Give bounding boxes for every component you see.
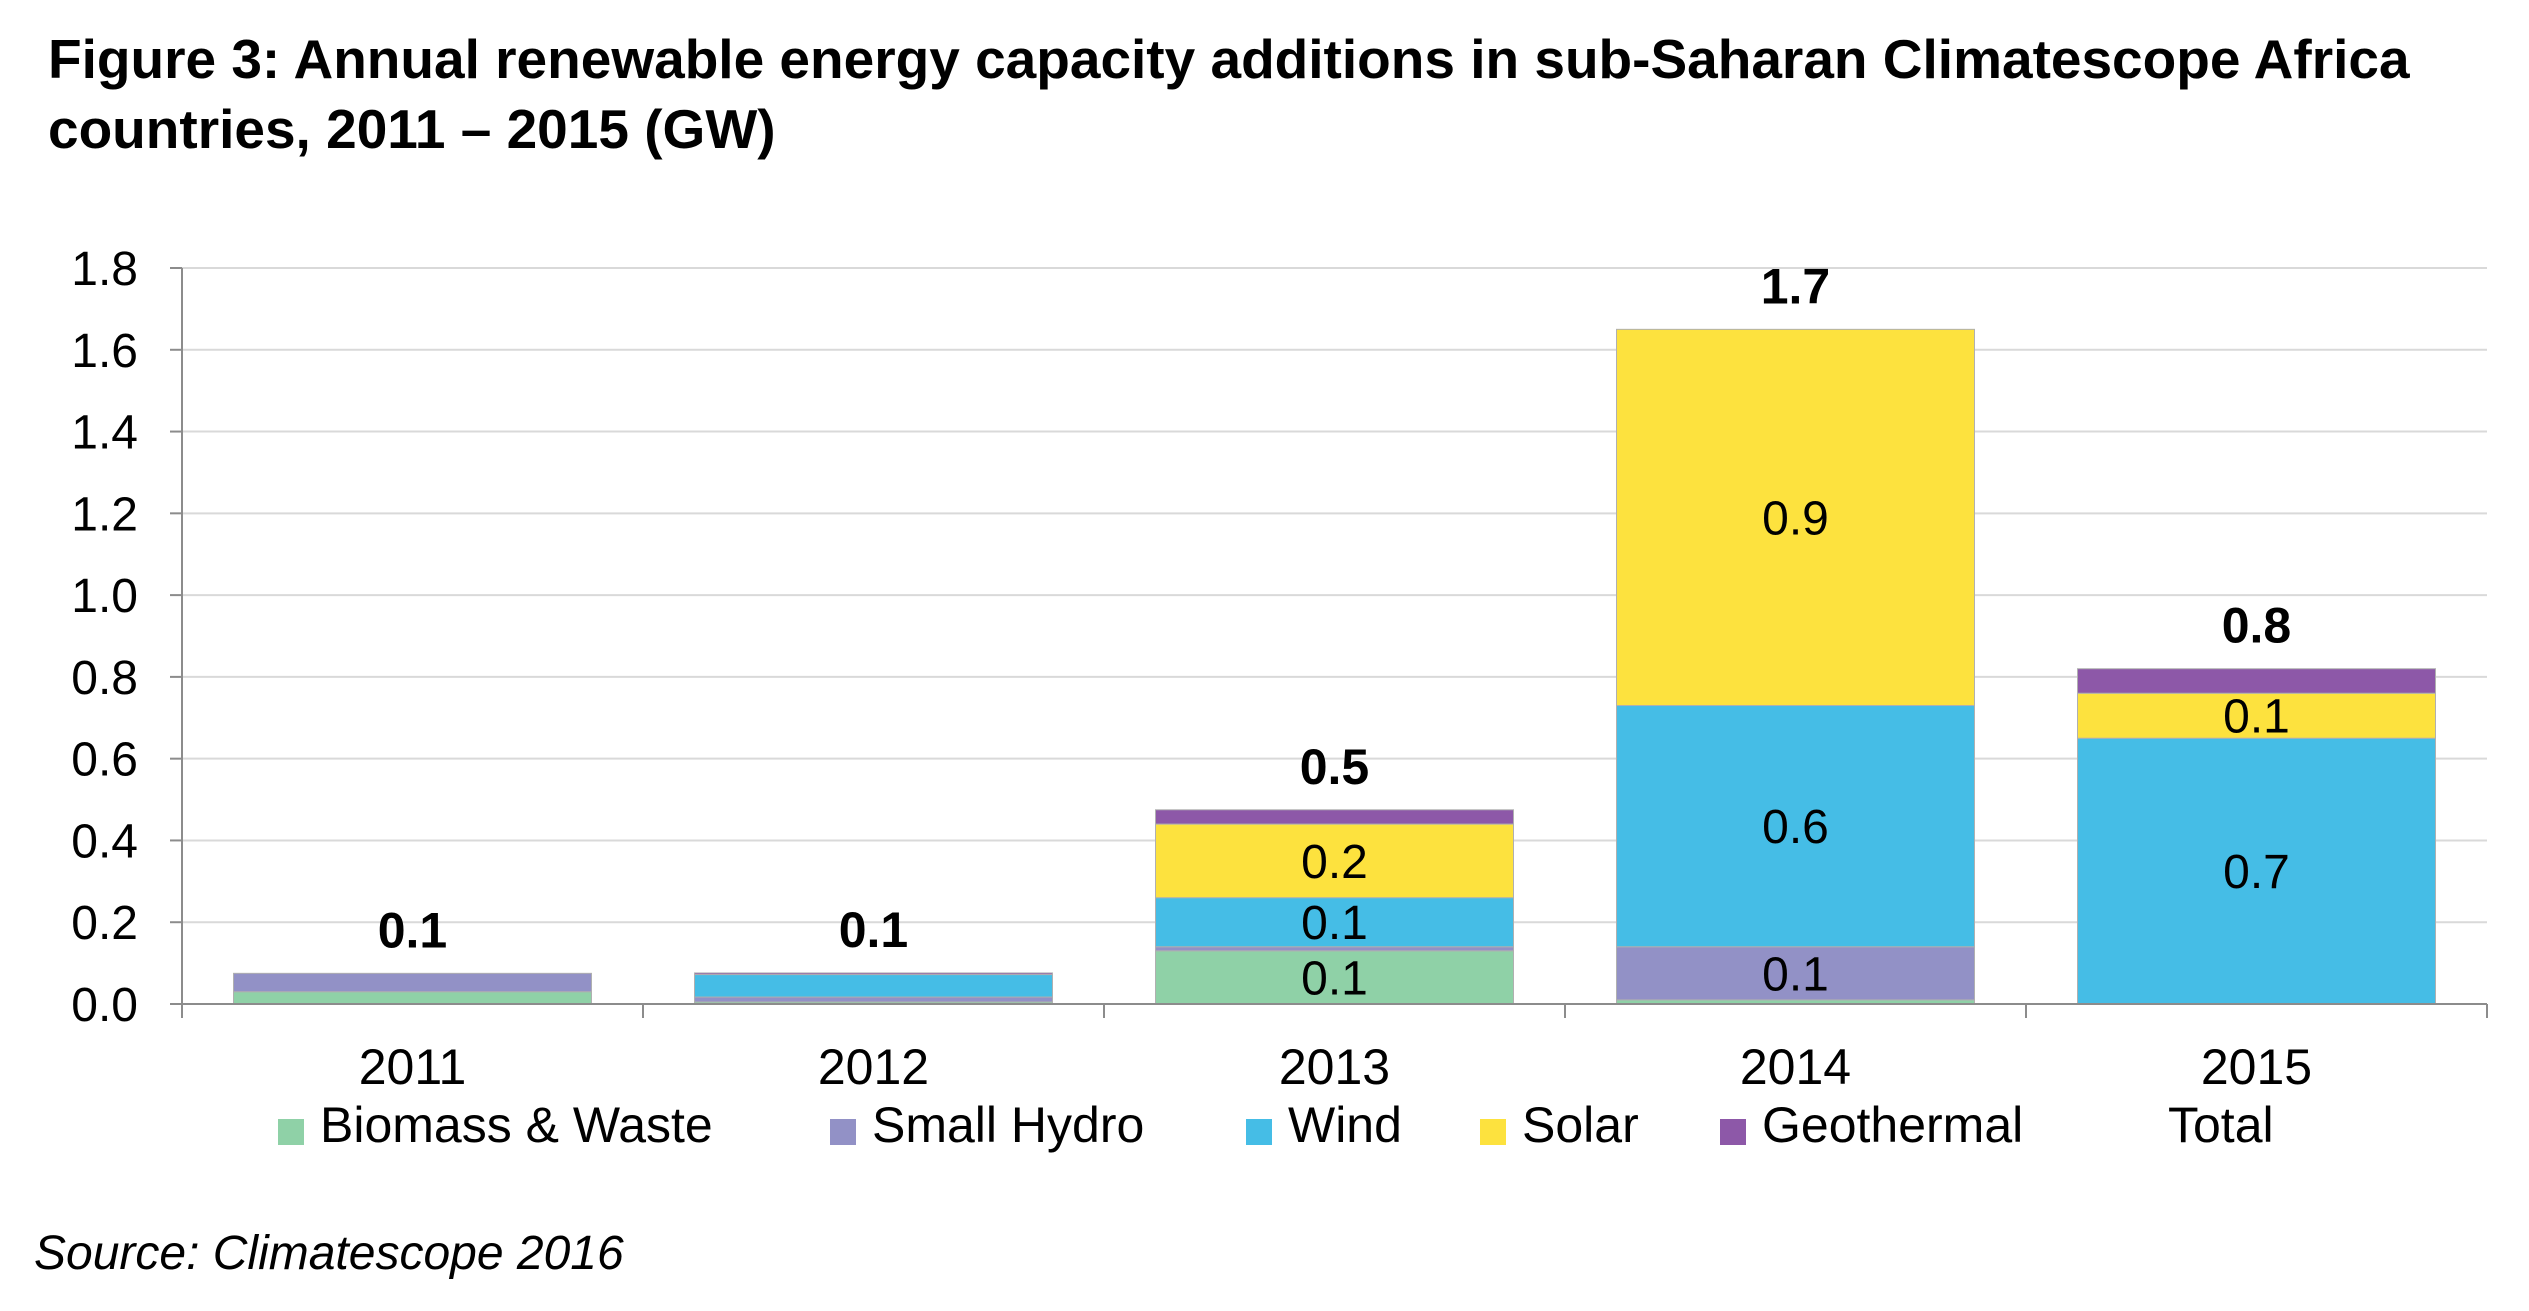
total-label: 0.8	[2222, 598, 2292, 654]
y-tick-label: 0.8	[71, 652, 138, 705]
y-tick-label: 0.2	[71, 897, 138, 950]
legend-label: Biomass & Waste	[320, 1097, 713, 1153]
data-label: 0.7	[2223, 846, 2290, 899]
data-label: 0.9	[1762, 492, 1829, 545]
legend-label: Total	[2168, 1097, 2274, 1153]
bar-segment	[1155, 950, 1514, 1005]
chart-title: Figure 3: Annual renewable energy capaci…	[48, 24, 2488, 164]
bar-segment	[1155, 823, 1514, 899]
data-label: 0.1	[2223, 691, 2290, 744]
bar-segment	[1616, 946, 1975, 1001]
bar-segment	[1155, 897, 1514, 948]
x-tick-label: 2013	[1279, 1039, 1390, 1095]
bar-segment	[2077, 737, 2436, 1005]
y-tick-label: 1.0	[71, 570, 138, 623]
total-label: 0.5	[1300, 739, 1370, 795]
bar-segment	[1155, 809, 1514, 825]
data-label: 0.1	[1301, 952, 1368, 1005]
y-tick-label: 1.6	[71, 325, 138, 378]
y-tick-label: 0.4	[71, 815, 138, 868]
bar-segment	[694, 974, 1053, 998]
data-label: 0.2	[1301, 836, 1368, 889]
bar-segment	[1616, 328, 1975, 707]
legend-label: Geothermal	[1762, 1097, 2023, 1153]
x-tick-label: 2012	[818, 1039, 929, 1095]
chart-title-line-1: Figure 3: Annual renewable energy capaci…	[48, 28, 2410, 90]
legend-label: Small Hydro	[872, 1097, 1144, 1153]
legend-swatch	[1720, 1119, 1746, 1145]
total-label: 0.1	[839, 902, 909, 958]
data-label: 0.1	[1762, 948, 1829, 1001]
total-label: 0.1	[378, 902, 448, 958]
legend-swatch	[830, 1119, 856, 1145]
x-tick-label: 2011	[359, 1039, 467, 1095]
y-tick-label: 1.8	[71, 243, 138, 296]
source-note: Source: Climatescope 2016	[34, 1227, 624, 1280]
x-tick-label: 2014	[1740, 1039, 1851, 1095]
data-label: 0.1	[1301, 897, 1368, 950]
y-tick-label: 1.4	[71, 407, 138, 460]
legend-label: Solar	[1522, 1097, 1639, 1153]
y-tick-label: 0.6	[71, 734, 138, 787]
y-tick-label: 1.2	[71, 488, 138, 541]
x-tick-label: 2015	[2201, 1039, 2312, 1095]
y-tick-label: 0.0	[71, 979, 138, 1032]
total-label: 1.7	[1761, 258, 1831, 314]
chart-title-line-2: countries, 2011 – 2015 (GW)	[48, 98, 776, 160]
bar-segment	[694, 996, 1053, 1003]
bar-segment	[233, 991, 592, 1005]
legend-swatch	[1246, 1119, 1272, 1145]
legend-swatch	[1480, 1119, 1506, 1145]
data-label: 0.6	[1762, 801, 1829, 854]
bar-segment	[1616, 705, 1975, 948]
legend-label: Wind	[1288, 1097, 1402, 1153]
bar-segment	[2077, 692, 2436, 739]
bar-segment	[233, 972, 592, 993]
legend-swatch	[278, 1119, 304, 1145]
bar-segment	[2077, 668, 2436, 694]
bar-segment	[694, 972, 1053, 976]
